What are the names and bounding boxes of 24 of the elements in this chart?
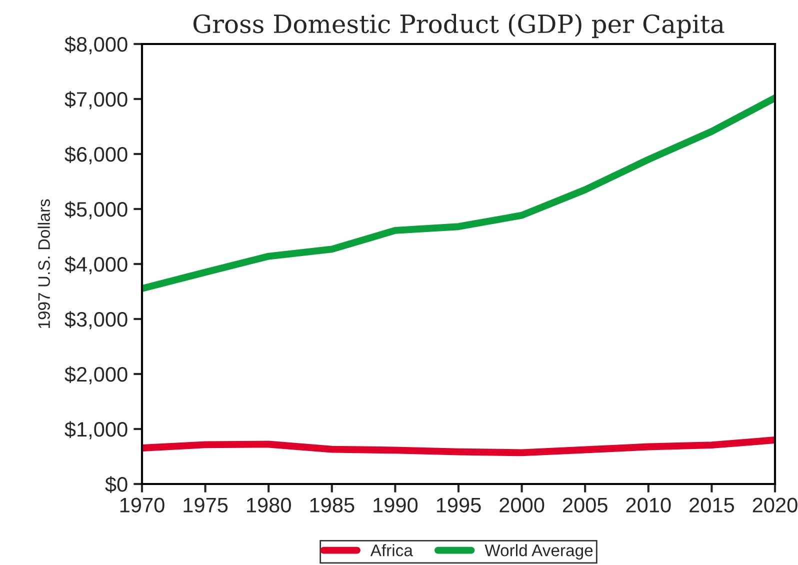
x-tick-label: 2020 xyxy=(752,498,798,512)
chart-title: Gross Domestic Product (GDP) per Capita xyxy=(193,14,724,38)
y-tick-label: $1,000 xyxy=(64,421,128,440)
y-tick-label: $0 xyxy=(105,476,128,493)
x-tick-label: 2005 xyxy=(562,498,608,512)
y-tick-label: $2,000 xyxy=(64,366,128,384)
x-tick-label: 2010 xyxy=(626,498,671,512)
y-tick-label: $5,000 xyxy=(64,201,128,220)
x-tick-label: 2000 xyxy=(500,498,544,512)
y-tick-label: $3,000 xyxy=(64,311,128,330)
x-tick-label: 2015 xyxy=(690,498,734,512)
y-axis-title: 1997 U.S. Dollars xyxy=(38,199,50,328)
x-tick-label: 1980 xyxy=(247,498,291,512)
y-tick-label: $7,000 xyxy=(64,91,128,110)
x-tick-label: 1970 xyxy=(120,498,164,512)
x-tick-label: 1985 xyxy=(310,498,354,512)
y-tick-label: $6,000 xyxy=(64,146,128,164)
y-tick-label: $8,000 xyxy=(64,36,128,54)
x-tick-label: 1990 xyxy=(374,498,418,512)
legend-label: World Average xyxy=(484,544,593,560)
legend-label: Africa xyxy=(370,544,413,556)
x-tick-label: 1975 xyxy=(184,498,228,512)
x-tick-label: 1995 xyxy=(436,498,481,512)
y-tick-label: $4,000 xyxy=(64,256,128,274)
